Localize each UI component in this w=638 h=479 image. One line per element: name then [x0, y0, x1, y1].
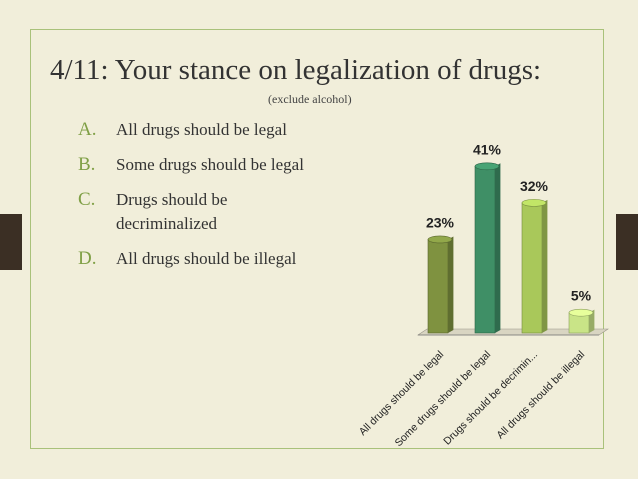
- bar-side: [542, 199, 548, 333]
- bar-top: [568, 308, 594, 317]
- option-letter: C.: [78, 189, 96, 210]
- option-text: All drugs should be legal: [116, 120, 287, 139]
- option-a: A. All drugs should be legal: [78, 118, 328, 142]
- left-edge-tab: [0, 214, 22, 270]
- right-edge-tab: [616, 214, 638, 270]
- bar-top: [521, 199, 547, 207]
- bar: [427, 239, 449, 334]
- option-b: B. Some drugs should be legal: [78, 153, 328, 177]
- category-label: All drugs should be illegal: [494, 349, 587, 442]
- bar-top: [474, 162, 500, 171]
- bar-top: [427, 235, 453, 244]
- answer-options: A. All drugs should be legal B. Some dru…: [78, 118, 328, 282]
- data-label: 5%: [571, 288, 592, 304]
- option-text: Drugs should be decriminalized: [116, 190, 228, 233]
- slide-frame: [30, 29, 604, 449]
- option-letter: A.: [78, 119, 97, 140]
- bar: [521, 202, 543, 334]
- bar-side: [495, 163, 501, 333]
- option-text: All drugs should be illegal: [116, 249, 297, 268]
- option-d: D. All drugs should be illegal: [78, 247, 328, 271]
- option-letter: B.: [78, 154, 96, 175]
- bar: [474, 165, 496, 334]
- category-label: Drugs should be decrimin...: [441, 349, 540, 448]
- bar-side: [448, 236, 454, 333]
- data-label: 32%: [520, 178, 549, 194]
- data-label: 41%: [473, 141, 502, 157]
- slide-subtitle: (exclude alcohol): [268, 92, 352, 106]
- option-c: C. Drugs should be decriminalized: [78, 188, 328, 236]
- data-label: 23%: [426, 214, 455, 230]
- option-text: Some drugs should be legal: [116, 155, 304, 174]
- category-label: All drugs should be legal: [357, 349, 446, 438]
- option-letter: D.: [78, 248, 97, 269]
- category-label: Some drugs should be legal: [393, 349, 494, 450]
- slide-title: 4/11: Your stance on legalization of dru…: [50, 54, 542, 86]
- bar-side: [589, 309, 595, 333]
